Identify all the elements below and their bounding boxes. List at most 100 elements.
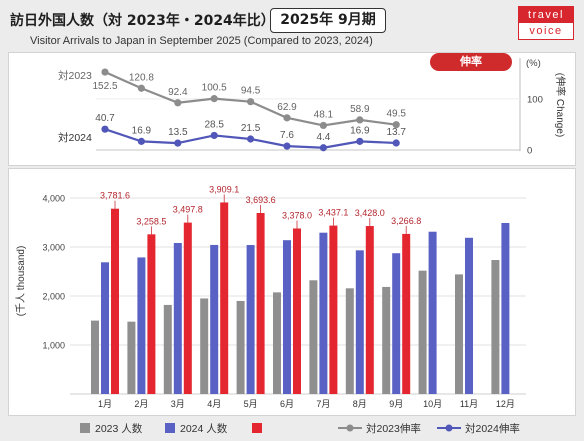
growth-data-label-vs-2023: 48.1 xyxy=(314,109,334,120)
growth-data-label-vs-2023: 58.9 xyxy=(350,104,370,115)
bar-y-tick-label: 1,000 xyxy=(42,341,65,351)
bar-series-0 xyxy=(127,321,136,394)
growth-y-tick-label: 0 xyxy=(527,146,532,157)
bar-series-1 xyxy=(101,262,109,394)
growth-point-vs-2024 xyxy=(210,131,218,140)
growth-y-unit: (%) xyxy=(526,58,541,69)
month-label: 7月 xyxy=(316,399,330,409)
growth-data-label-vs-2023: 49.5 xyxy=(386,109,406,120)
growth-data-label-vs-2024: 21.5 xyxy=(241,123,261,134)
bar-y-tick-label: 4,000 xyxy=(42,194,65,204)
growth-point-vs-2024 xyxy=(174,139,182,147)
growth-data-label-vs-2023: 120.8 xyxy=(129,72,154,83)
bar-series-1 xyxy=(501,222,510,394)
bar-series-2 xyxy=(183,222,192,394)
growth-point-vs-2024 xyxy=(319,144,327,152)
travel-voice-logo: travel voice xyxy=(518,6,574,40)
growth-point-vs-2024 xyxy=(101,125,109,133)
bar-series-1 xyxy=(173,242,182,394)
bar-series-0 xyxy=(200,298,209,394)
growth-point-vs-2024 xyxy=(392,139,400,147)
bar-data-label: 3,693.6 xyxy=(246,195,276,205)
bar-data-label: 3,781.6 xyxy=(100,191,130,201)
bar-series-0 xyxy=(345,288,354,394)
month-label: 3月 xyxy=(171,399,185,409)
growth-data-label-vs-2024: 7.6 xyxy=(280,130,294,141)
month-label: 1月 xyxy=(98,399,112,409)
growth-point-vs-2023 xyxy=(283,114,291,122)
month-label: 9月 xyxy=(389,399,403,409)
growth-point-vs-2024 xyxy=(356,137,364,145)
bar-data-label: 3,497.8 xyxy=(173,205,203,215)
legend-label-vs-2024: 対2024伸率 xyxy=(465,422,520,435)
legend-swatch-2025 xyxy=(252,423,262,433)
legend-swatch-2024 xyxy=(165,423,175,433)
period-box: 2025年 9月期 xyxy=(270,8,386,33)
series-label-vs-2023: 対2023 xyxy=(58,69,92,82)
growth-data-label-vs-2023: 100.5 xyxy=(202,83,227,94)
bar-series-1 xyxy=(428,231,437,394)
bar-data-label: 3,258.5 xyxy=(136,216,166,226)
bar-series-2 xyxy=(111,208,119,394)
bar-y-tick-label: 2,000 xyxy=(42,292,65,302)
bar-series-0 xyxy=(273,292,281,394)
month-label: 11月 xyxy=(460,399,478,409)
growth-point-vs-2023 xyxy=(174,99,182,107)
legend-marker-vs-2024 xyxy=(445,424,453,432)
bar-data-label: 3,909.1 xyxy=(209,184,239,194)
logo-text-voice: voice xyxy=(529,25,563,37)
bar-data-label: 3,266.8 xyxy=(391,216,421,226)
growth-point-vs-2023 xyxy=(356,116,364,124)
month-label: 6月 xyxy=(280,399,294,409)
growth-point-vs-2023 xyxy=(101,68,109,76)
month-label: 10月 xyxy=(423,399,442,409)
bar-series-1 xyxy=(319,232,328,394)
bar-series-2 xyxy=(402,233,411,394)
growth-y-axis-title: (伸率 Change) xyxy=(554,73,567,137)
growth-data-label-vs-2023: 92.4 xyxy=(168,87,188,98)
bar-series-0 xyxy=(91,320,99,394)
month-label: 5月 xyxy=(244,399,258,409)
page-title: 訪日外国人数（対 2023年・2024年比） xyxy=(10,13,275,29)
arrivals-bar-chart: (千人 thousand) 1,000 2,000 3,000 4,000 3,781.… xyxy=(15,184,526,409)
bar-series-1 xyxy=(246,245,255,394)
series-label-vs-2024: 対2024 xyxy=(58,131,92,144)
bar-series-1 xyxy=(283,240,291,394)
growth-data-label-vs-2024: 4.4 xyxy=(316,132,330,143)
legend: 2023 人数 2024 人数 対2023伸率 対2024伸率 xyxy=(80,422,520,435)
bar-series-1 xyxy=(210,244,219,394)
month-label: 2月 xyxy=(134,399,148,409)
bar-y-axis-title: (千人 thousand) xyxy=(15,246,27,317)
growth-data-label-vs-2024: 28.5 xyxy=(204,119,224,130)
growth-line-chart: (%) (伸率 Change) 対2023 対2024 0 100 152.5 120… xyxy=(58,58,567,157)
legend-label-vs-2023: 対2023伸率 xyxy=(366,422,421,435)
growth-rate-badge: 伸率 xyxy=(430,53,512,71)
growth-point-vs-2024 xyxy=(137,137,145,145)
bar-series-0 xyxy=(236,300,245,394)
bar-data-label: 3,378.0 xyxy=(282,210,312,220)
bar-series-2 xyxy=(293,228,301,394)
bar-series-2 xyxy=(256,213,265,394)
growth-point-vs-2024 xyxy=(247,135,255,143)
bar-data-label: 3,437.1 xyxy=(318,208,348,218)
month-label: 8月 xyxy=(353,399,367,409)
bar-series-0 xyxy=(309,280,318,394)
growth-data-label-vs-2024: 13.5 xyxy=(168,127,188,138)
bar-series-1 xyxy=(392,253,401,394)
bar-y-tick-label: 3,000 xyxy=(42,243,65,253)
bar-series-2 xyxy=(329,225,338,394)
month-label: 12月 xyxy=(496,399,515,409)
page-subtitle: Visitor Arrivals to Japan in September 2… xyxy=(30,35,373,47)
bar-series-2 xyxy=(220,202,229,394)
bar-series-0 xyxy=(382,286,391,394)
bar-series-2 xyxy=(147,234,156,394)
growth-data-label-vs-2023: 62.9 xyxy=(277,102,297,113)
legend-label-2023: 2023 人数 xyxy=(95,422,143,435)
growth-data-label-vs-2024: 13.7 xyxy=(386,127,406,138)
legend-label-2024: 2024 人数 xyxy=(180,422,228,435)
legend-marker-vs-2023 xyxy=(346,424,354,432)
month-label: 4月 xyxy=(207,399,221,409)
growth-point-vs-2023 xyxy=(247,98,255,106)
bar-series-2 xyxy=(365,226,374,394)
